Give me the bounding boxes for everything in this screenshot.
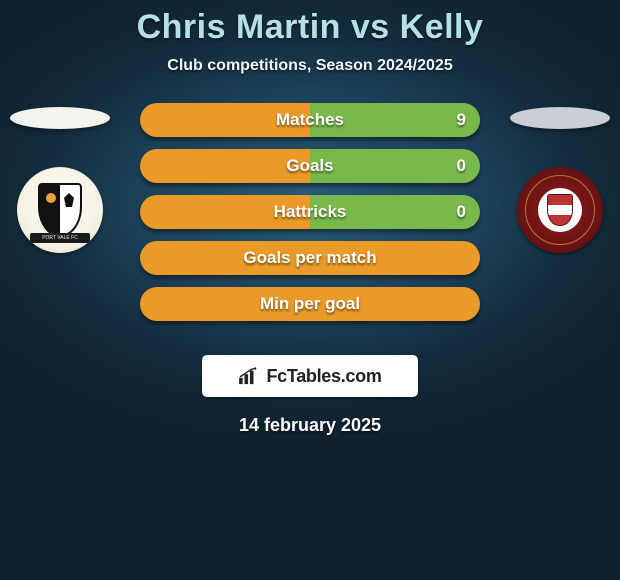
stat-label: Goals per match: [243, 248, 376, 268]
stat-bar: Hattricks 0: [140, 195, 480, 229]
shield-icon: [538, 188, 582, 232]
stat-bar-right-half: [310, 149, 480, 183]
player-left-indicator: [10, 107, 110, 129]
stat-bars: Matches 9 Goals 0 Hattricks 0 Goals per match M…: [140, 103, 480, 321]
player-left: PORT VALE FC: [0, 103, 120, 253]
stat-value-right: 0: [457, 202, 466, 222]
brand-badge[interactable]: FcTables.com: [202, 355, 418, 397]
club-crest-left: PORT VALE FC: [17, 167, 103, 253]
stat-value-right: 9: [457, 110, 466, 130]
stat-label: Min per goal: [260, 294, 360, 314]
stat-bar-left-half: [140, 149, 310, 183]
comparison-main: PORT VALE FC Matches9Goals0Hattricks0Goa…: [0, 103, 620, 335]
page-title: Chris Martin vs Kelly: [0, 8, 620, 47]
crest-ribbon: PORT VALE FC: [30, 233, 90, 243]
player-right-indicator: [510, 107, 610, 129]
stat-value-right: 0: [457, 156, 466, 176]
stat-label: Goals: [286, 156, 333, 176]
fctables-icon: [238, 367, 260, 385]
stat-bar: Matches 9: [140, 103, 480, 137]
stat-label: Matches: [276, 110, 344, 130]
player-right: [500, 103, 620, 253]
stat-label: Hattricks: [274, 202, 347, 222]
shield-icon: [38, 183, 82, 237]
brand-label: FcTables.com: [266, 366, 381, 387]
date-label: 14 february 2025: [0, 415, 620, 436]
subtitle: Club competitions, Season 2024/2025: [0, 57, 620, 75]
club-crest-right: [517, 167, 603, 253]
infographic: Chris Martin vs Kelly Club competitions,…: [0, 0, 620, 580]
stat-bar: Min per goal: [140, 287, 480, 321]
stat-bar: Goals 0: [140, 149, 480, 183]
stat-bar: Goals per match: [140, 241, 480, 275]
